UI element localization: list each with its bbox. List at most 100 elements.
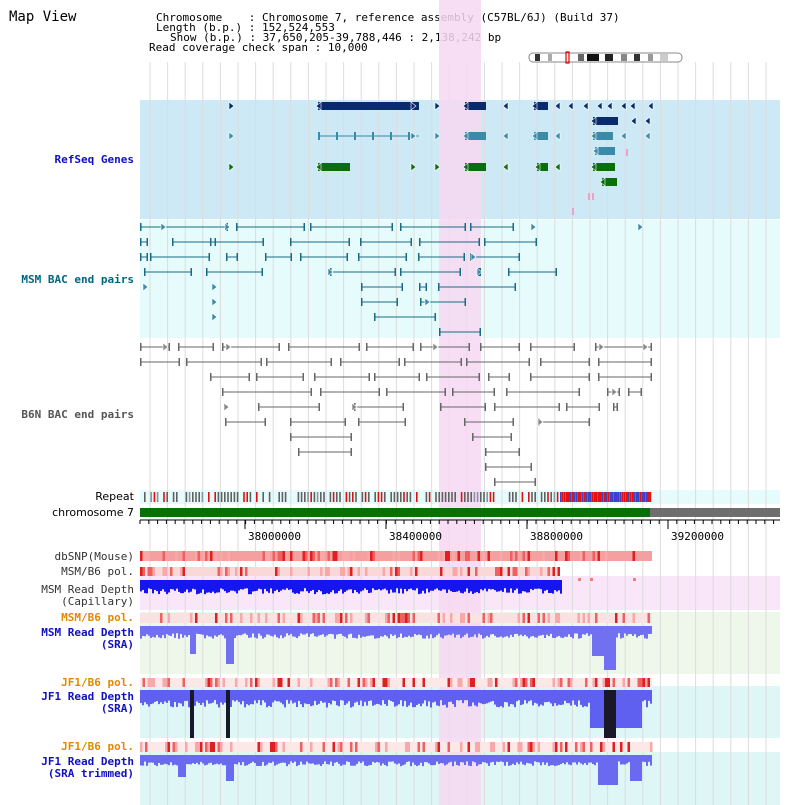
b6n-bac-pair-end[interactable] xyxy=(402,403,405,411)
depth-bin[interactable] xyxy=(566,755,568,763)
pol-density-bin[interactable] xyxy=(633,578,636,581)
depth-bin[interactable] xyxy=(184,580,186,592)
depth-bin[interactable] xyxy=(584,755,586,764)
depth-bin[interactable] xyxy=(486,580,488,592)
depth-bin[interactable] xyxy=(394,626,396,635)
pol-density-bin[interactable] xyxy=(560,742,563,752)
depth-bin[interactable] xyxy=(190,755,192,765)
repeat-element[interactable] xyxy=(284,492,287,502)
depth-bin[interactable] xyxy=(526,690,528,704)
depth-bin[interactable] xyxy=(282,580,284,590)
gene-feature[interactable] xyxy=(318,163,350,171)
depth-bin[interactable] xyxy=(406,626,408,638)
pol-density-bin[interactable] xyxy=(402,613,406,623)
repeat-element[interactable] xyxy=(345,492,348,502)
pol-density-bin[interactable] xyxy=(340,613,343,623)
pol-density-bin[interactable] xyxy=(410,567,413,576)
repeat-element[interactable] xyxy=(636,492,638,502)
pol-density-bin[interactable] xyxy=(245,678,248,687)
b6n-bac-pair-end[interactable] xyxy=(222,343,224,351)
depth-bin[interactable] xyxy=(554,580,556,591)
depth-bin[interactable] xyxy=(602,755,604,785)
b6n-bac-pair-end[interactable] xyxy=(578,388,581,396)
b6n-bac-pair-end[interactable] xyxy=(598,358,600,366)
depth-bin[interactable] xyxy=(518,690,520,701)
depth-bin[interactable] xyxy=(254,755,256,764)
depth-bin[interactable] xyxy=(158,626,160,638)
depth-bin[interactable] xyxy=(570,626,572,637)
b6n-bac-pair-end[interactable] xyxy=(330,358,333,366)
pol-density-bin[interactable] xyxy=(515,678,518,687)
pol-density-bin[interactable] xyxy=(510,551,513,561)
msm-pol-1-track[interactable] xyxy=(140,567,636,581)
depth-bin[interactable] xyxy=(556,626,558,637)
repeat-element[interactable] xyxy=(172,492,175,502)
depth-bin[interactable] xyxy=(256,580,258,591)
pol-density-bin[interactable] xyxy=(347,551,351,561)
depth-bin[interactable] xyxy=(500,690,502,707)
depth-bin[interactable] xyxy=(276,755,278,765)
pol-density-bin[interactable] xyxy=(512,678,516,687)
depth-bin[interactable] xyxy=(438,755,440,764)
depth-bin[interactable] xyxy=(314,580,316,595)
pol-density-bin[interactable] xyxy=(612,678,616,687)
depth-bin[interactable] xyxy=(580,626,582,638)
depth-bin[interactable] xyxy=(246,690,248,705)
repeat-element[interactable] xyxy=(230,492,232,502)
depth-bin[interactable] xyxy=(474,690,476,706)
pol-density-bin[interactable] xyxy=(627,742,631,752)
repeat-element[interactable] xyxy=(368,492,370,502)
gene-feature[interactable] xyxy=(602,178,617,186)
depth-bin[interactable] xyxy=(206,626,208,636)
depth-bin[interactable] xyxy=(250,580,252,595)
depth-bin[interactable] xyxy=(480,580,482,590)
depth-bin[interactable] xyxy=(170,580,172,590)
depth-bin[interactable] xyxy=(446,690,448,708)
repeat-element[interactable] xyxy=(590,492,592,502)
depth-bin[interactable] xyxy=(268,626,270,635)
depth-bin[interactable] xyxy=(638,755,640,781)
repeat-element[interactable] xyxy=(620,492,622,502)
depth-bin[interactable] xyxy=(178,626,180,639)
repeat-element[interactable] xyxy=(278,492,280,502)
depth-saturated-bin[interactable] xyxy=(226,690,230,738)
depth-bin[interactable] xyxy=(456,690,458,701)
depth-bin[interactable] xyxy=(458,626,460,635)
b6n-bac-pair-end[interactable] xyxy=(368,373,371,381)
depth-bin[interactable] xyxy=(312,626,314,634)
depth-bin[interactable] xyxy=(226,626,228,664)
depth-bin[interactable] xyxy=(320,690,322,702)
depth-bin[interactable] xyxy=(356,580,358,593)
depth-bin[interactable] xyxy=(302,580,304,592)
depth-bin[interactable] xyxy=(302,626,304,635)
depth-bin[interactable] xyxy=(394,580,396,593)
b6n-bac-pair-end[interactable] xyxy=(222,388,224,396)
depth-bin[interactable] xyxy=(436,580,438,589)
pol-density-bin[interactable] xyxy=(322,613,326,623)
depth-bin[interactable] xyxy=(392,626,394,636)
depth-bin[interactable] xyxy=(148,690,150,707)
depth-bin[interactable] xyxy=(606,755,608,785)
pol-density-bin[interactable] xyxy=(195,613,198,623)
depth-bin[interactable] xyxy=(366,755,368,767)
gene-strand-arrow[interactable] xyxy=(590,116,597,126)
depth-bin[interactable] xyxy=(242,626,244,635)
depth-bin[interactable] xyxy=(156,626,158,635)
depth-bin[interactable] xyxy=(634,755,636,781)
depth-bin[interactable] xyxy=(476,626,478,638)
pol-density-bin[interactable] xyxy=(422,742,426,752)
repeat-element[interactable] xyxy=(598,492,600,502)
depth-bin[interactable] xyxy=(194,755,196,764)
depth-bin[interactable] xyxy=(226,755,228,781)
b6n-bac-pair-end[interactable] xyxy=(420,343,422,351)
repeat-element[interactable] xyxy=(540,492,543,502)
pol-density-bin[interactable] xyxy=(477,742,481,752)
depth-bin[interactable] xyxy=(316,626,318,637)
pol-density-bin[interactable] xyxy=(262,551,266,561)
depth-bin[interactable] xyxy=(578,755,580,763)
pol-density-bin[interactable] xyxy=(592,678,596,687)
depth-bin[interactable] xyxy=(552,626,554,638)
pol-density-bin[interactable] xyxy=(460,567,463,576)
repeat-element[interactable] xyxy=(355,492,357,502)
b6n-bac-pair-end[interactable] xyxy=(278,343,281,351)
